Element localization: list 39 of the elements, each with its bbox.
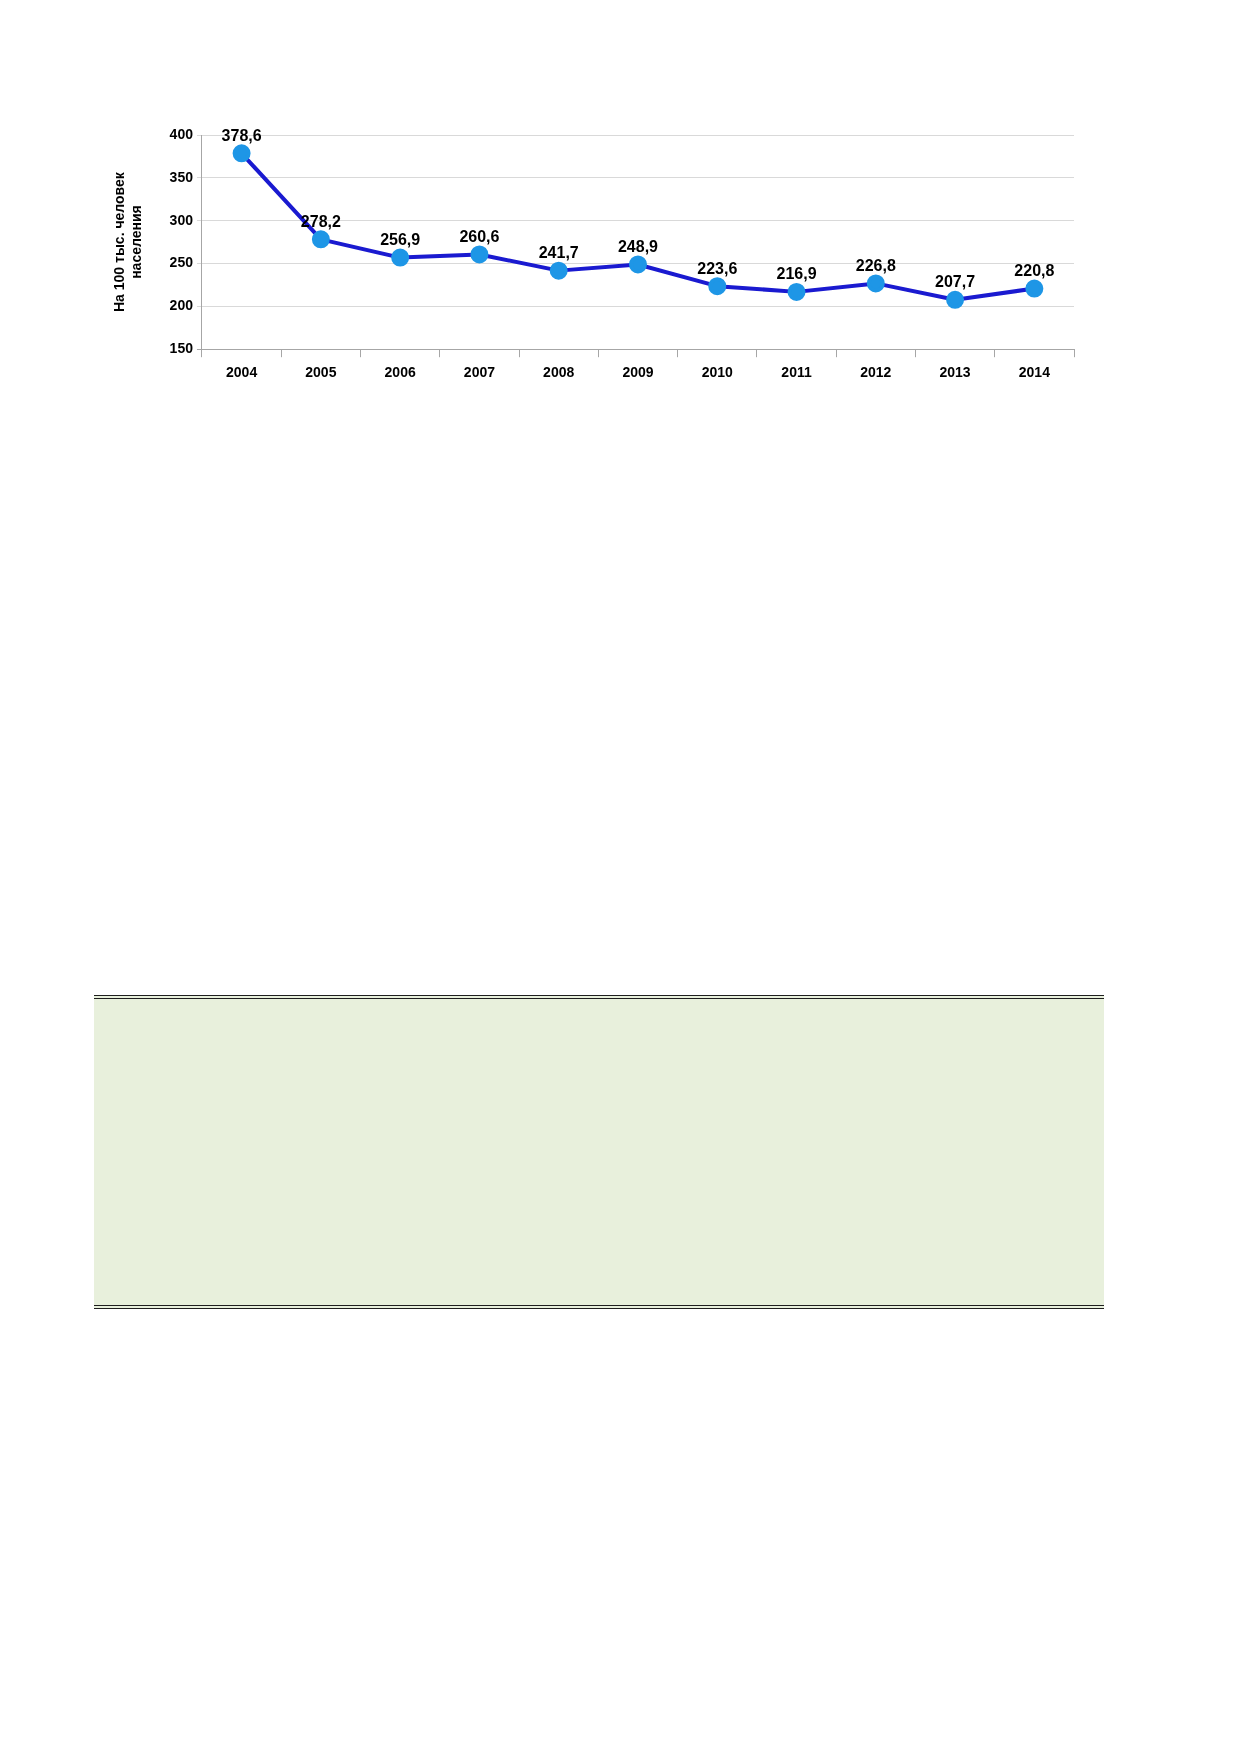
data-label: 220,8 (1014, 261, 1055, 279)
x-tick-label: 2007 (463, 364, 496, 381)
x-tick-label: 2010 (701, 364, 734, 381)
data-label: 260,6 (459, 227, 500, 245)
data-label: 216,9 (776, 265, 817, 283)
point (232, 144, 251, 163)
point (708, 277, 727, 296)
x-tick-label: 2009 (622, 364, 654, 381)
point (470, 245, 489, 264)
point (866, 274, 885, 293)
x-tick-label: 2004 (226, 364, 258, 381)
x-tick-label: 2008 (543, 364, 575, 381)
x-tick-label: 2013 (939, 364, 971, 381)
point (946, 290, 965, 309)
point (787, 282, 806, 301)
y-tick-label: 300 (169, 211, 194, 228)
data-label: 378,6 (221, 126, 262, 144)
x-tick-label: 2005 (305, 364, 337, 381)
point (1025, 279, 1044, 298)
y-tick-label: 400 (169, 125, 194, 142)
x-tick-label: 2011 (781, 364, 812, 381)
y-tick-label: 350 (169, 168, 194, 185)
data-label: 226,8 (855, 256, 896, 274)
point (391, 248, 410, 267)
point (311, 230, 330, 249)
point (549, 261, 568, 280)
data-label: 248,9 (617, 237, 659, 255)
y-tick-label: 150 (169, 340, 194, 357)
data-label: 223,6 (697, 259, 738, 277)
x-tick-label: 2014 (1018, 364, 1051, 381)
x-tick-label: 2012 (860, 364, 892, 381)
data-label: 241,7 (538, 244, 579, 262)
y-tick-label: 250 (169, 254, 194, 271)
x-tick-label: 2006 (384, 364, 416, 381)
point (628, 255, 647, 274)
y-axis-title: На 100 тыс. человек населения (111, 171, 145, 313)
data-label: 207,7 (935, 273, 976, 291)
y-tick-label: 200 (169, 297, 194, 314)
data-label: 256,9 (380, 231, 421, 249)
